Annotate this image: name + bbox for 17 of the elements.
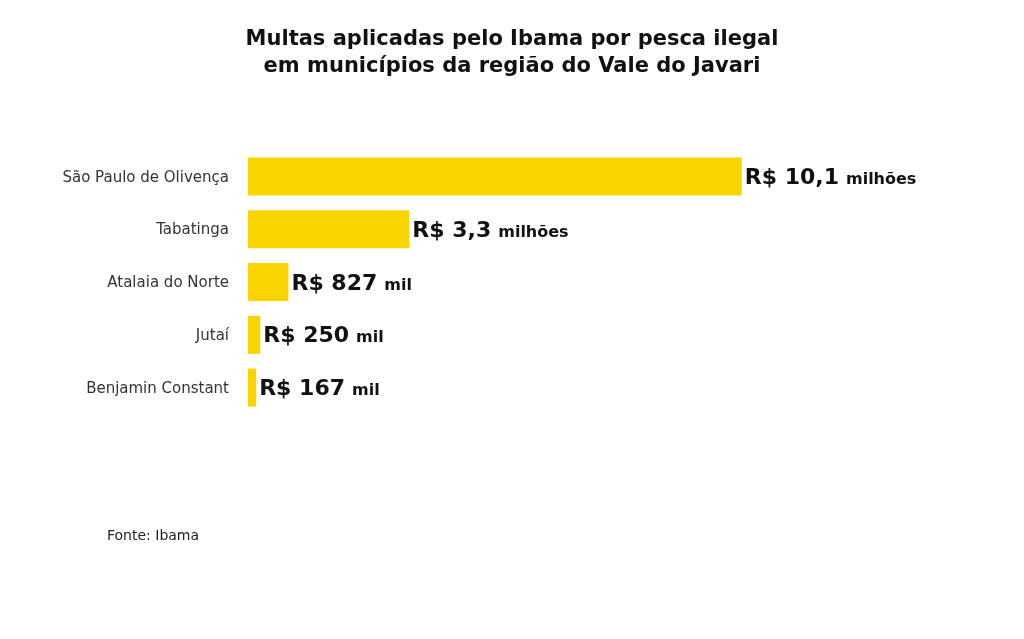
data-label: R$ 827 mil bbox=[291, 269, 412, 295]
chart-title: Multas aplicadas pelo Ibama por pesca ilegal em municípios da região do Vale do Javari bbox=[245, 25, 779, 78]
y-tick-label: Jutaí bbox=[194, 326, 230, 345]
source-note: Fonte: Ibama bbox=[107, 527, 200, 543]
bar bbox=[248, 210, 410, 249]
bar bbox=[248, 262, 289, 302]
y-tick-label: Tabatinga bbox=[155, 220, 229, 239]
bar bbox=[248, 368, 257, 407]
data-label: R$ 10,1 milhões bbox=[744, 163, 917, 189]
data-label: R$ 167 mil bbox=[259, 375, 380, 401]
y-tick-label: São Paulo de Olivença bbox=[62, 167, 229, 186]
y-tick-label: Benjamin Constant bbox=[86, 378, 230, 397]
bar bbox=[248, 157, 742, 196]
bar bbox=[248, 315, 261, 354]
y-tick-label: Atalaia do Norte bbox=[107, 273, 229, 292]
data-label: R$ 250 mil bbox=[263, 322, 384, 348]
data-label: R$ 3,3 milhões bbox=[412, 216, 569, 242]
